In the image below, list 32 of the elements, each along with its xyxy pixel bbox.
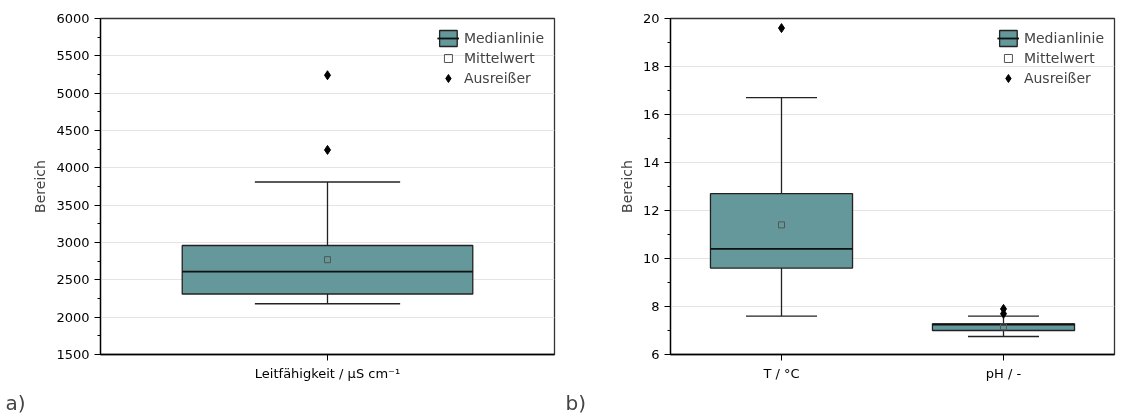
y-tick-label: 5500 xyxy=(56,48,90,64)
legend-label: Medianlinie xyxy=(1023,30,1104,46)
y-tick-label: 20 xyxy=(642,11,660,26)
y-tick-label: 4500 xyxy=(56,123,90,138)
y-tick-label: 6 xyxy=(651,347,660,362)
legend-label: Ausreißer xyxy=(463,70,531,86)
legend-label: Mittelwert xyxy=(1023,50,1095,66)
text: a) xyxy=(5,390,26,415)
y-tick-label: 2000 xyxy=(56,309,90,325)
y-tick-label: 18 xyxy=(642,59,660,74)
y-tick-label: 16 xyxy=(642,107,660,122)
y-tick-label: 14 xyxy=(642,155,660,170)
y-tick-label: 3500 xyxy=(56,197,90,213)
x-tick-label: pH / - xyxy=(985,365,1022,381)
point xyxy=(324,256,331,264)
y-tick-label: 4000 xyxy=(56,160,90,176)
y-tick-label: 12 xyxy=(642,203,660,218)
y-tick-label: 10 xyxy=(642,251,660,266)
y-tick-label: 8 xyxy=(651,299,660,314)
y-tick-label: 1500 xyxy=(56,347,90,362)
y-tick-label: 2500 xyxy=(56,272,90,288)
x-tick-label: Leitfähigkeit / µS cm⁻¹ xyxy=(254,365,401,381)
legend-label: Ausreißer xyxy=(1023,70,1091,86)
y-axis-title: Bereich xyxy=(618,160,635,213)
x-tick-label: T / °C xyxy=(762,365,800,381)
text: b) xyxy=(565,390,586,415)
y-tick-label: 3000 xyxy=(56,235,90,250)
legend-label: Medianlinie xyxy=(463,30,544,46)
legend-label: Mittelwert xyxy=(463,50,535,66)
y-tick-label: 6000 xyxy=(56,11,90,26)
y-axis-title: Bereich xyxy=(32,160,49,213)
y-tick-label: 5000 xyxy=(56,85,90,101)
